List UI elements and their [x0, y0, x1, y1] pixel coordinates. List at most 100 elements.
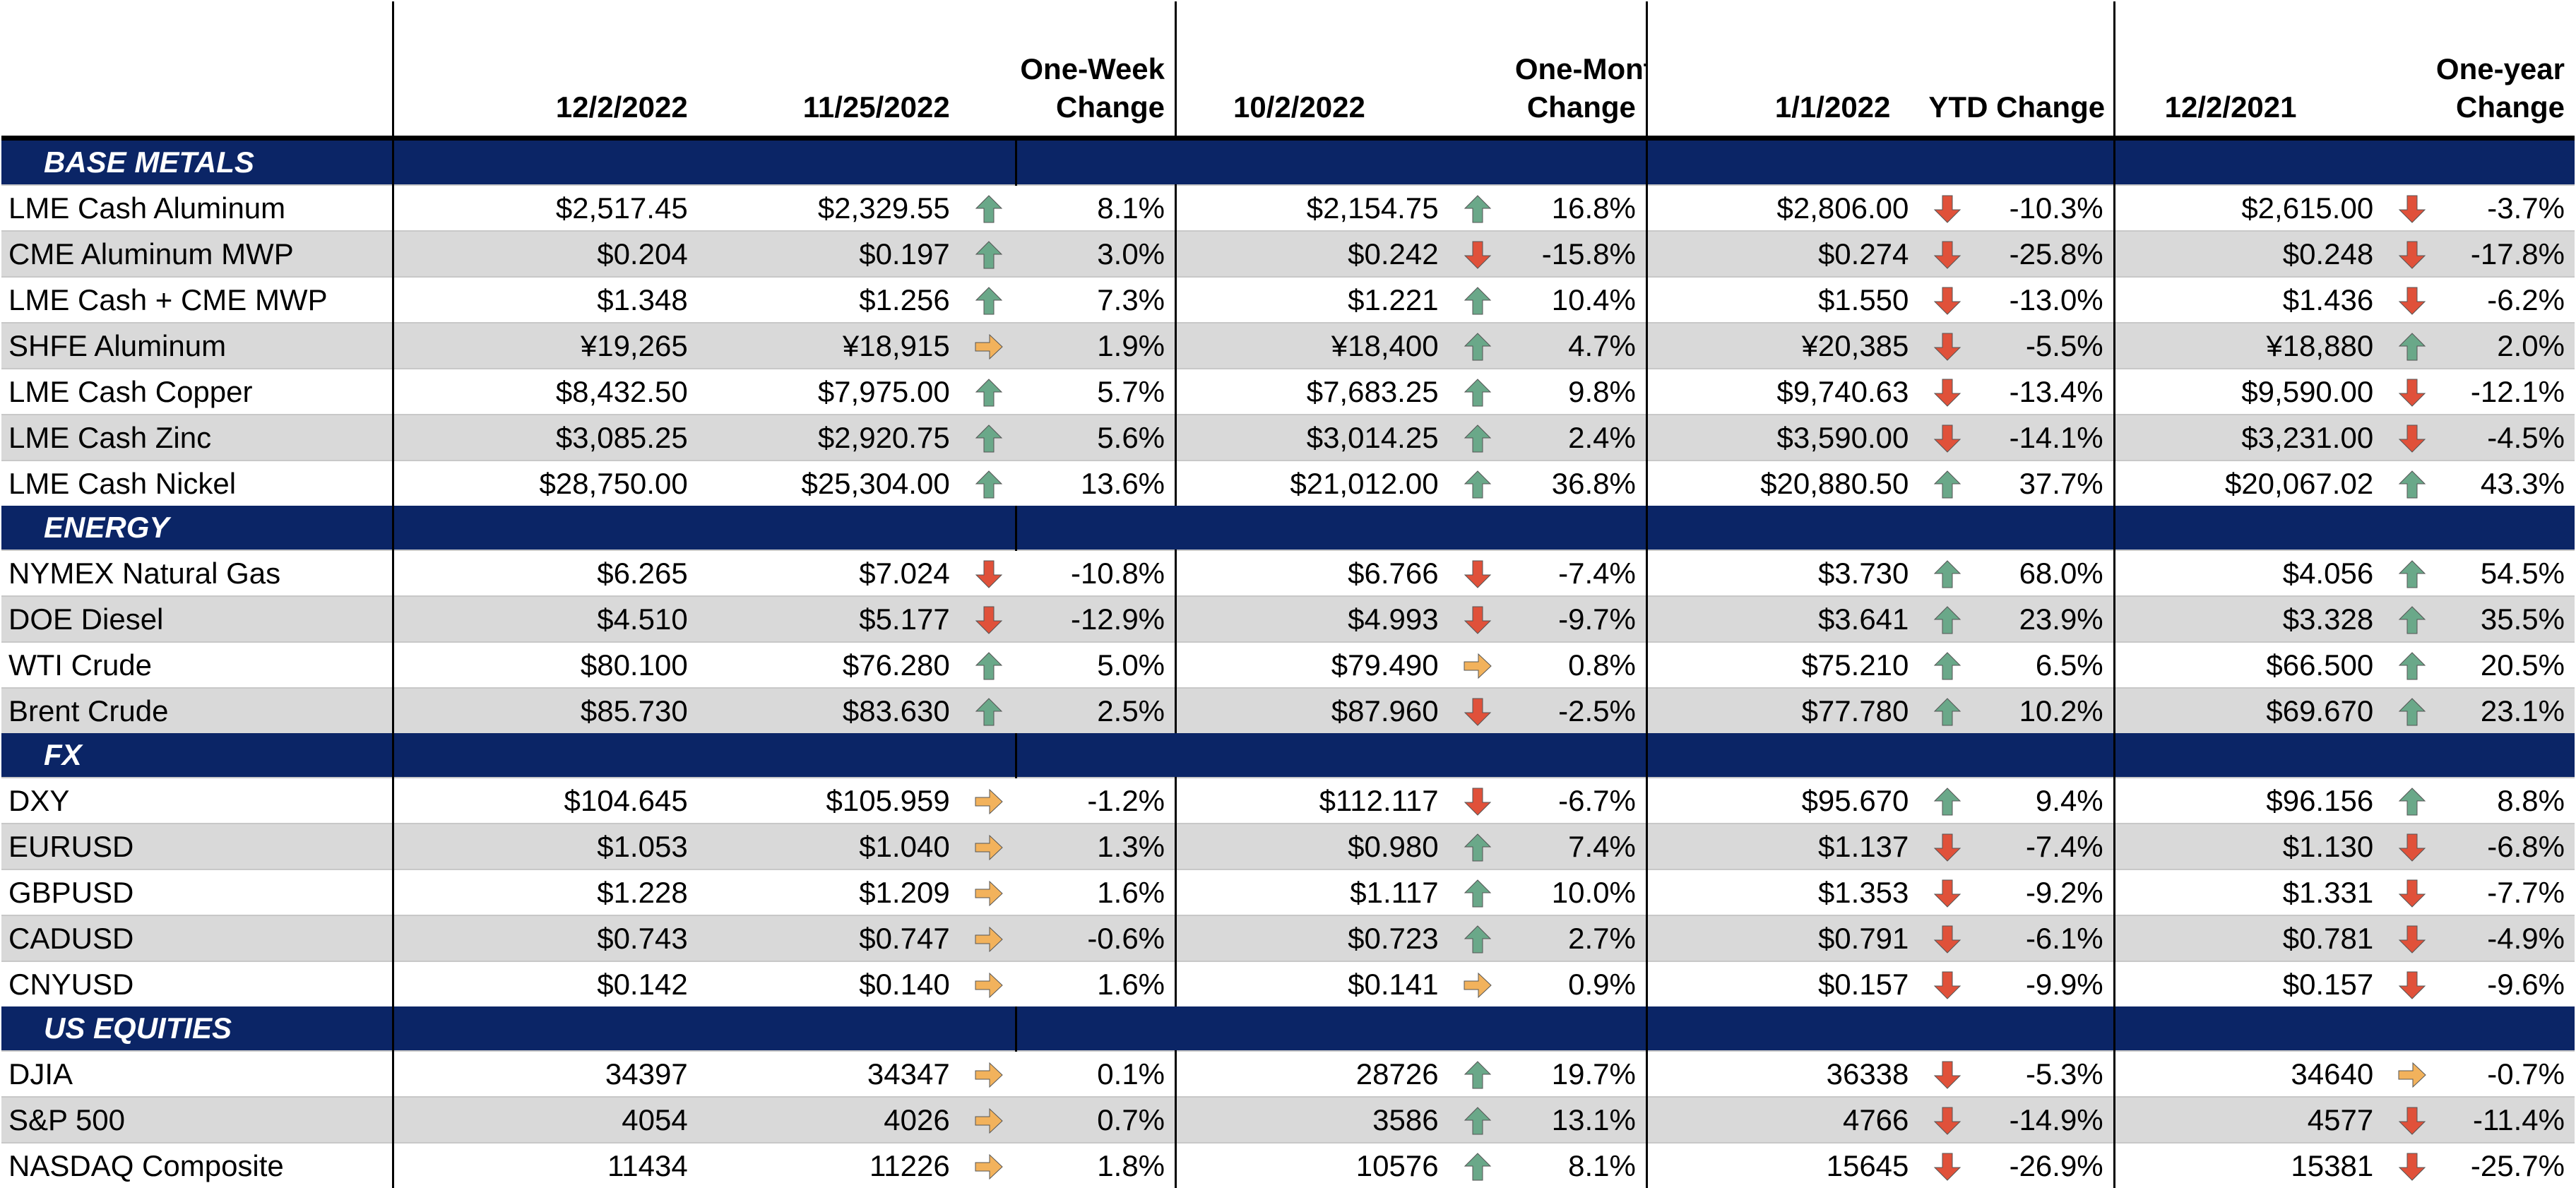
arrow-up-icon: [2397, 470, 2427, 499]
week-ago-value: $7,975.00: [698, 369, 960, 415]
section-title: US EQUITIES: [1, 1006, 393, 1051]
week-ago-value: $1.256: [698, 277, 960, 323]
current-value: $2,517.45: [393, 185, 698, 231]
current-value: $3,085.25: [393, 415, 698, 461]
arrow-up-icon: [2397, 787, 2427, 816]
week-ago-value: $2,329.55: [698, 185, 960, 231]
week-trend-cell: [960, 231, 1016, 277]
arrow-up-icon: [1463, 1106, 1492, 1136]
current-value: $1.053: [393, 824, 698, 869]
section-header: ENERGY: [1, 506, 2575, 550]
week-trend-cell: [960, 1051, 1016, 1097]
year-change: -17.8%: [2440, 231, 2575, 277]
table-row: DOE Diesel$4.510$5.177-12.9%$4.993-9.7%$…: [1, 596, 2575, 642]
arrow-down-icon: [2397, 424, 2427, 453]
week-change: -12.9%: [1016, 596, 1176, 642]
table-row: DXY$104.645$105.959-1.2%$112.117-6.7%$95…: [1, 778, 2575, 824]
row-label: GBPUSD: [1, 869, 393, 915]
year-ago-value: 34640: [2114, 1051, 2383, 1097]
month-change: -7.4%: [1505, 550, 1647, 596]
year-trend-cell: [2383, 185, 2440, 231]
month-change: 9.8%: [1505, 369, 1647, 415]
year-trend-cell: [2383, 869, 2440, 915]
arrow-up-icon: [1463, 194, 1492, 224]
row-label: CADUSD: [1, 915, 393, 961]
row-label: CNYUSD: [1, 961, 393, 1006]
arrow-up-icon: [2397, 559, 2427, 589]
month-change: 13.1%: [1505, 1097, 1647, 1143]
section-band: [1646, 733, 2114, 778]
arrow-right-icon: [1463, 651, 1492, 681]
ytd-change: 37.7%: [1976, 461, 2115, 506]
year-ago-value: 4577: [2114, 1097, 2383, 1143]
arrow-down-icon: [1933, 879, 1962, 908]
ytd-change: -14.9%: [1976, 1097, 2115, 1143]
arrow-down-icon: [2397, 194, 2427, 224]
ytd-trend-cell: [1918, 369, 1975, 415]
header-month-date: 10/2/2022: [1176, 1, 1505, 138]
current-value: $0.743: [393, 915, 698, 961]
month-trend-cell: [1449, 550, 1505, 596]
week-trend-cell: [960, 824, 1016, 869]
week-change: 5.0%: [1016, 642, 1176, 688]
arrow-up-icon: [1933, 651, 1962, 681]
year-ago-value: $0.781: [2114, 915, 2383, 961]
header-current-date: 12/2/2022: [393, 1, 698, 138]
week-change: 1.6%: [1016, 869, 1176, 915]
week-trend-cell: [960, 323, 1016, 369]
current-value: 4054: [393, 1097, 698, 1143]
month-change: 7.4%: [1505, 824, 1647, 869]
week-change: -10.8%: [1016, 550, 1176, 596]
ytd-trend-cell: [1918, 1097, 1975, 1143]
arrow-down-icon: [2397, 378, 2427, 408]
arrow-right-icon: [974, 1106, 1004, 1136]
section-header: BASE METALS: [1, 138, 2575, 186]
arrow-down-icon: [1933, 378, 1962, 408]
arrow-up-icon: [2397, 605, 2427, 635]
arrow-down-icon: [2397, 970, 2427, 1000]
arrow-up-icon: [974, 470, 1004, 499]
current-value: $0.204: [393, 231, 698, 277]
ytd-trend-cell: [1918, 461, 1975, 506]
week-change: 1.6%: [1016, 961, 1176, 1006]
arrow-right-icon: [974, 1060, 1004, 1090]
month-ago-value: $7,683.25: [1176, 369, 1449, 415]
ytd-trend-cell: [1918, 415, 1975, 461]
ytd-trend-cell: [1918, 915, 1975, 961]
current-value: ¥19,265: [393, 323, 698, 369]
section-band: [1016, 138, 1646, 186]
arrow-up-icon: [1933, 605, 1962, 635]
week-ago-value: $0.140: [698, 961, 960, 1006]
ytd-change: -25.8%: [1976, 231, 2115, 277]
month-trend-cell: [1449, 415, 1505, 461]
month-ago-value: $1.221: [1176, 277, 1449, 323]
week-ago-value: $76.280: [698, 642, 960, 688]
ytd-start-value: 36338: [1646, 1051, 1918, 1097]
ytd-trend-cell: [1918, 323, 1975, 369]
section-band: [1016, 506, 1646, 550]
arrow-up-icon: [974, 424, 1004, 453]
arrow-up-icon: [1463, 1152, 1492, 1182]
ytd-trend-cell: [1918, 778, 1975, 824]
month-trend-cell: [1449, 369, 1505, 415]
arrow-up-icon: [974, 697, 1004, 727]
week-trend-cell: [960, 369, 1016, 415]
ytd-start-value: $3,590.00: [1646, 415, 1918, 461]
week-trend-cell: [960, 1143, 1016, 1188]
section-band: [1016, 733, 1646, 778]
arrow-up-icon: [1933, 559, 1962, 589]
year-trend-cell: [2383, 1051, 2440, 1097]
arrow-right-icon: [2397, 1060, 2427, 1090]
row-label: DOE Diesel: [1, 596, 393, 642]
arrow-up-icon: [1463, 879, 1492, 908]
week-ago-value: $0.197: [698, 231, 960, 277]
month-trend-cell: [1449, 323, 1505, 369]
arrow-up-icon: [974, 194, 1004, 224]
